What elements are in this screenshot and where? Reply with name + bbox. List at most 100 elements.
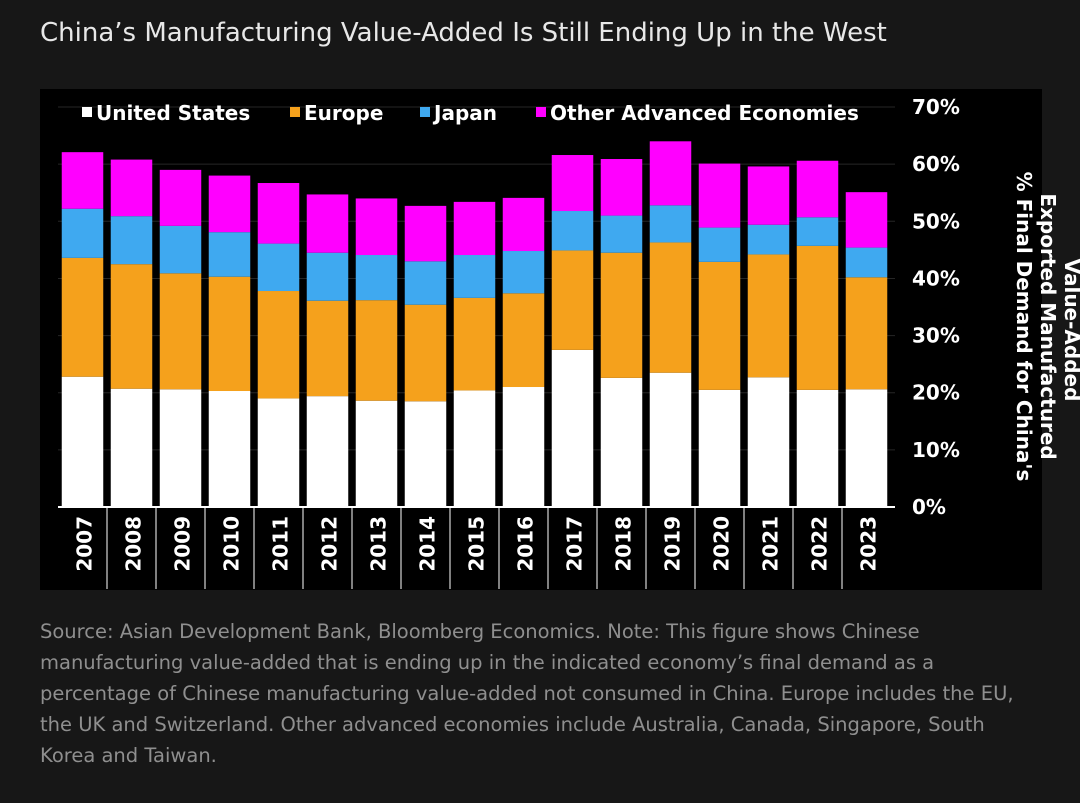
bar-segment [502, 197, 545, 252]
legend-label: United States [96, 101, 250, 125]
bar-segment [61, 152, 104, 209]
y-axis-label: % Final Demand for China's Exported Manu… [1012, 172, 1080, 489]
legend-item: United States [82, 101, 250, 125]
x-tick-label: 2009 [171, 516, 195, 572]
bar-segment [551, 155, 594, 212]
bar-segment [747, 377, 790, 507]
legend-item: Other Advanced Economies [536, 101, 859, 125]
bar-segment [110, 216, 153, 265]
bar-segment [600, 252, 643, 378]
x-tick-label: 2017 [563, 516, 587, 572]
bar-segment [257, 398, 300, 507]
bar-segment [600, 159, 643, 216]
bar-segment [453, 297, 496, 391]
x-axis: 2007 2008 2009 2010 2011 2012 2013 2014 2015 2016… [58, 506, 895, 589]
bar-segment [306, 194, 349, 253]
legend-swatch [290, 107, 300, 117]
x-tick-label: 2011 [269, 516, 293, 572]
bar-segment [551, 349, 594, 507]
bar-segment [502, 293, 545, 388]
x-tick-label: 2021 [759, 516, 783, 572]
bar-segment [796, 217, 839, 246]
x-tick-label: 2016 [514, 516, 538, 572]
bar-segment [747, 254, 790, 378]
bar-segment [796, 245, 839, 390]
bar-segment [600, 215, 643, 253]
legend-swatch [82, 107, 92, 117]
x-tick-label: 2020 [710, 516, 734, 572]
x-tick-label: 2013 [367, 516, 391, 572]
bar-segment [796, 160, 839, 218]
bar-segment [61, 208, 104, 258]
bar-segment [404, 261, 447, 305]
bar-segment [159, 273, 202, 390]
x-tick-label: 2014 [416, 516, 440, 572]
x-tick-label: 2023 [857, 516, 881, 572]
bar-segment [453, 390, 496, 507]
bar-segment [600, 377, 643, 507]
bar-segment [355, 198, 398, 256]
legend-item: Europe [290, 101, 383, 125]
x-tick-label: 2008 [122, 516, 146, 572]
bar-segment [649, 372, 692, 507]
legend-item: Japan [420, 101, 497, 125]
bar-segment [159, 169, 202, 226]
legend-label: Other Advanced Economies [550, 101, 859, 125]
bar-segment [404, 401, 447, 507]
bar-segment [845, 389, 888, 507]
bar-segment [306, 300, 349, 397]
bar-segment [110, 159, 153, 217]
y-tick-label: 40% [912, 266, 960, 290]
bar-segment [208, 175, 251, 233]
chart-title: China’s Manufacturing Value-Added Is Sti… [40, 18, 887, 48]
legend-swatch [420, 107, 430, 117]
bar-segment [159, 389, 202, 507]
bars [61, 141, 888, 507]
legend-label: Europe [304, 101, 383, 125]
bar-segment [306, 396, 349, 507]
bar-segment [698, 163, 741, 228]
bar-segment [110, 264, 153, 389]
bar-segment [747, 224, 790, 255]
y-tick-label: 10% [912, 438, 960, 462]
bar-segment [257, 243, 300, 292]
bar-segment [110, 388, 153, 507]
y-tick-label: 0% [912, 495, 946, 519]
bar-segment [453, 255, 496, 298]
bar-segment [698, 389, 741, 507]
bar-segment [649, 242, 692, 373]
bar-segment [845, 277, 888, 390]
bar-segment [698, 261, 741, 390]
bar-segment [208, 232, 251, 277]
x-tick-label: 2022 [808, 516, 832, 572]
bar-segment [208, 276, 251, 392]
bar-segment [502, 387, 545, 507]
bar-segment [355, 255, 398, 301]
bar-segment [306, 252, 349, 301]
bar-segment [502, 251, 545, 294]
x-tick-label: 2010 [220, 516, 244, 572]
bar-segment [649, 141, 692, 206]
bar-segment [551, 250, 594, 350]
legend: United States Europe Japan Other Advanced E… [82, 101, 859, 125]
bar-segment [404, 205, 447, 262]
y-tick-label: 20% [912, 381, 960, 405]
bar-segment [61, 376, 104, 507]
source-note: Source: Asian Development Bank, Bloomber… [40, 620, 1014, 767]
x-tick-label: 2007 [73, 516, 97, 572]
bar-segment [61, 257, 104, 377]
x-tick-label: 2015 [465, 516, 489, 572]
legend-label: Japan [432, 101, 497, 125]
bar-segment [355, 400, 398, 507]
y-tick-label: 30% [912, 324, 960, 348]
bar-segment [208, 391, 251, 507]
bar-segment [747, 166, 790, 225]
bar-segment [453, 201, 496, 256]
x-tick-label: 2012 [318, 516, 342, 572]
bar-segment [845, 192, 888, 248]
legend-swatch [536, 107, 546, 117]
bar-segment [257, 291, 300, 399]
bar-segment [159, 225, 202, 274]
y-tick-label: 70% [912, 95, 960, 119]
